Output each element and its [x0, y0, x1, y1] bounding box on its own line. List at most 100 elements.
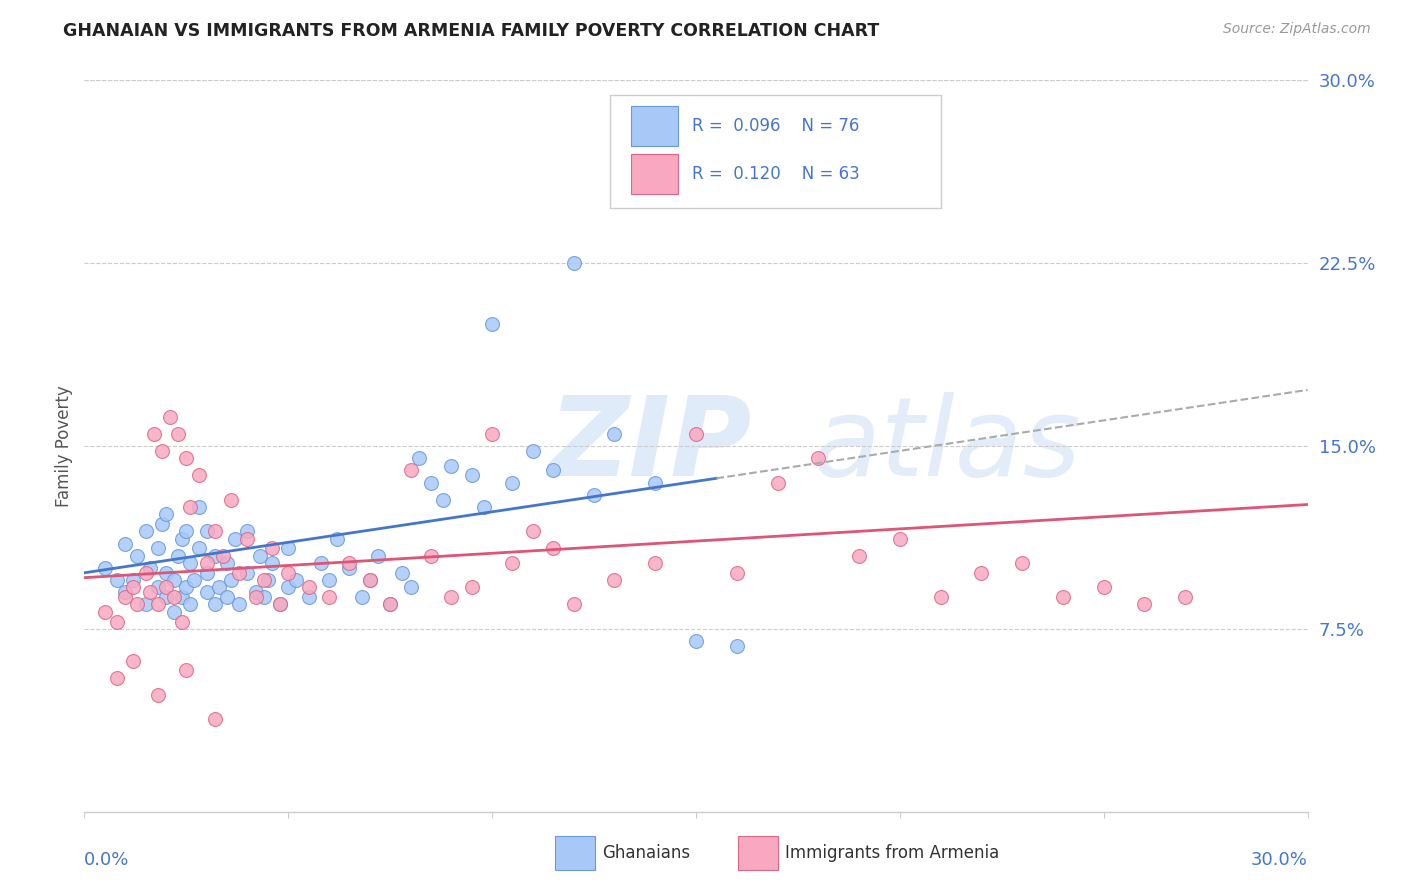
- Point: [367, 549, 389, 563]
- Point: [114, 585, 136, 599]
- Point: [179, 500, 201, 514]
- Point: [93, 561, 115, 575]
- Point: [122, 654, 145, 668]
- Point: [461, 468, 484, 483]
- Point: [929, 590, 952, 604]
- Point: [583, 488, 606, 502]
- Point: [432, 492, 454, 507]
- Point: [440, 458, 463, 473]
- Point: [179, 556, 201, 570]
- Point: [253, 590, 276, 604]
- Point: [224, 532, 246, 546]
- Point: [766, 475, 789, 490]
- Point: [219, 492, 242, 507]
- Point: [127, 549, 149, 563]
- Point: [603, 573, 626, 587]
- Point: [309, 556, 332, 570]
- Point: [481, 317, 503, 331]
- Point: [725, 639, 748, 653]
- Text: ZIP: ZIP: [550, 392, 752, 500]
- Point: [522, 524, 544, 539]
- Point: [146, 541, 169, 556]
- Point: [522, 443, 544, 458]
- Point: [135, 566, 157, 580]
- Point: [260, 556, 283, 570]
- Point: [1174, 590, 1197, 604]
- Point: [318, 573, 340, 587]
- Point: [420, 549, 443, 563]
- Point: [122, 581, 145, 595]
- Point: [399, 581, 422, 595]
- Point: [543, 541, 565, 556]
- Point: [260, 541, 283, 556]
- Point: [204, 549, 226, 563]
- Point: [440, 590, 463, 604]
- Point: [195, 566, 218, 580]
- Point: [122, 573, 145, 587]
- Text: R =  0.096    N = 76: R = 0.096 N = 76: [692, 117, 859, 136]
- Point: [277, 541, 299, 556]
- Point: [318, 590, 340, 604]
- Point: [502, 475, 524, 490]
- Point: [174, 451, 197, 466]
- Point: [93, 605, 115, 619]
- Point: [326, 532, 349, 546]
- Point: [138, 585, 160, 599]
- Point: [391, 566, 413, 580]
- Point: [257, 573, 280, 587]
- Point: [135, 598, 157, 612]
- Point: [245, 590, 267, 604]
- Point: [183, 573, 205, 587]
- Point: [114, 590, 136, 604]
- Point: [1133, 598, 1156, 612]
- Point: [359, 573, 381, 587]
- Point: [155, 581, 177, 595]
- Point: [138, 561, 160, 575]
- Point: [339, 561, 361, 575]
- Point: [114, 536, 136, 550]
- Point: [236, 524, 259, 539]
- Point: [187, 468, 209, 483]
- Point: [217, 590, 239, 604]
- Point: [359, 573, 381, 587]
- Point: [562, 598, 585, 612]
- Point: [380, 598, 402, 612]
- Point: [298, 581, 321, 595]
- Point: [481, 426, 503, 441]
- Point: [163, 590, 186, 604]
- Point: [172, 590, 194, 604]
- Point: [562, 256, 585, 270]
- Point: [644, 556, 666, 570]
- Point: [380, 598, 402, 612]
- Point: [472, 500, 495, 514]
- Point: [277, 581, 299, 595]
- Point: [236, 532, 259, 546]
- Point: [155, 508, 177, 522]
- Point: [204, 712, 226, 726]
- Point: [204, 524, 226, 539]
- Point: [146, 581, 169, 595]
- Point: [167, 426, 190, 441]
- Point: [195, 524, 218, 539]
- Point: [461, 581, 484, 595]
- Point: [204, 598, 226, 612]
- Text: 0.0%: 0.0%: [84, 851, 129, 869]
- Text: Ghanaians: Ghanaians: [602, 844, 690, 862]
- Point: [163, 605, 186, 619]
- Point: [339, 556, 361, 570]
- Point: [1052, 590, 1074, 604]
- Text: GHANAIAN VS IMMIGRANTS FROM ARMENIA FAMILY POVERTY CORRELATION CHART: GHANAIAN VS IMMIGRANTS FROM ARMENIA FAMI…: [63, 22, 880, 40]
- Point: [159, 409, 181, 424]
- Point: [502, 556, 524, 570]
- Point: [172, 615, 194, 629]
- Point: [174, 663, 197, 677]
- Text: Source: ZipAtlas.com: Source: ZipAtlas.com: [1223, 22, 1371, 37]
- Point: [105, 573, 128, 587]
- Point: [105, 671, 128, 685]
- Point: [298, 590, 321, 604]
- Point: [285, 573, 308, 587]
- Point: [228, 566, 250, 580]
- Text: atlas: atlas: [813, 392, 1081, 500]
- Point: [725, 566, 748, 580]
- Y-axis label: Family Poverty: Family Poverty: [55, 385, 73, 507]
